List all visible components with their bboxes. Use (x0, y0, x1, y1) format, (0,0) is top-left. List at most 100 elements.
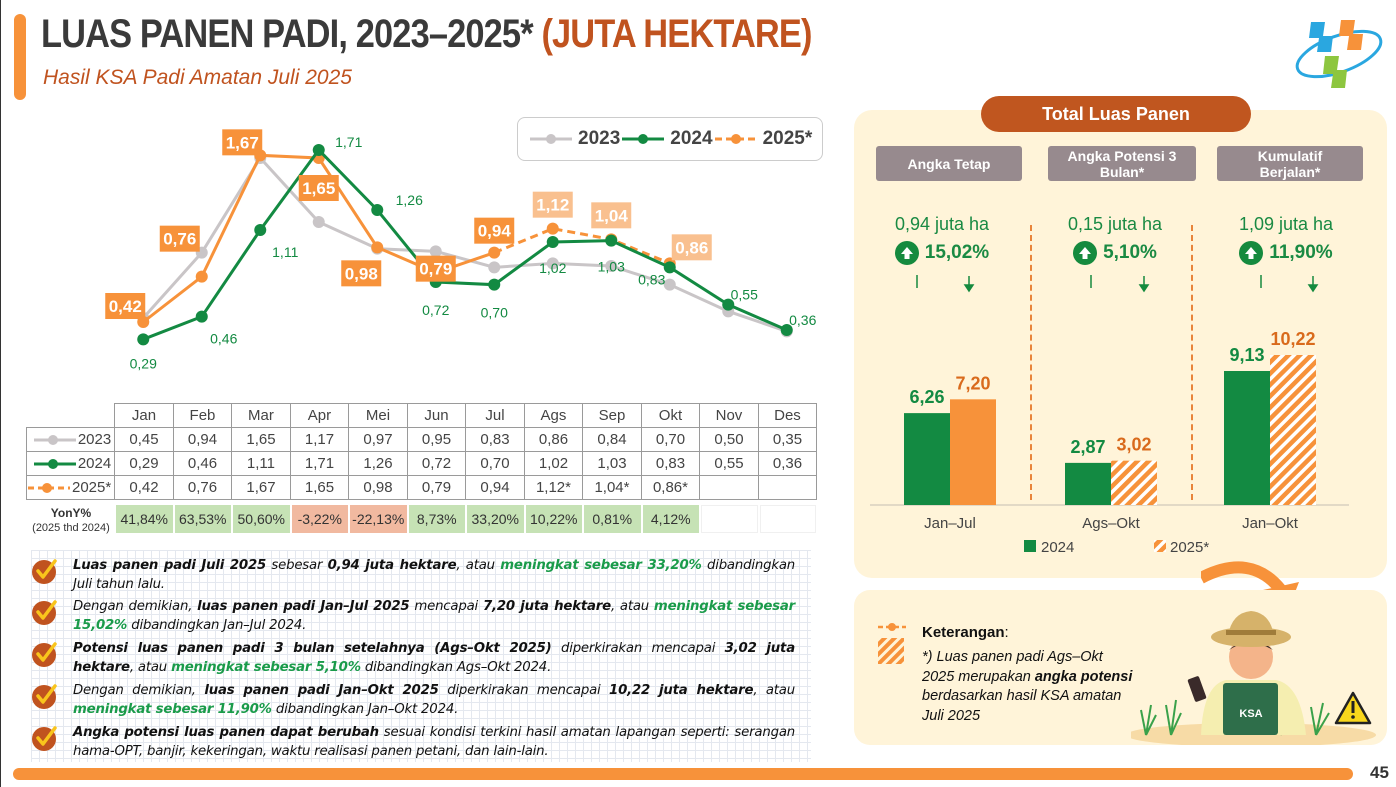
arrow-up-circle-icon (894, 241, 919, 265)
point-2024-Okt (663, 261, 676, 274)
bar-label-2024: 2,87 (1070, 437, 1105, 457)
footer-bar (13, 768, 1353, 780)
data-label-2024: 0,29 (130, 355, 157, 371)
col-head-angka-tetap: Angka Tetap (876, 146, 1022, 181)
text: diperkirakan mencapai (438, 683, 610, 698)
legend-2023: 2023 (528, 128, 620, 150)
month-header: Okt (640, 403, 701, 428)
stat-pct: 11,90% (1211, 241, 1361, 265)
bold-text: 10,22 juta hektare (609, 683, 754, 698)
note-text: *) Luas panen padi Ags–Okt 2025 merupaka… (922, 648, 1137, 726)
table-cell: 0,76 (172, 475, 233, 500)
row-legend-2023-icon (33, 435, 76, 446)
text: , atau (129, 660, 172, 675)
data-label-box-2025 (671, 234, 712, 261)
data-label-box-2025 (532, 191, 573, 218)
data-label-box-2025 (415, 255, 456, 282)
text: , atau (753, 683, 795, 698)
data-label-box-2025 (222, 129, 263, 156)
check-circle-icon (32, 559, 57, 584)
bullet-item: Angka potensi luas panen dapat berubah s… (31, 723, 811, 761)
table-cell: 0,70 (640, 427, 701, 452)
yoy-cell: 50,60% (233, 505, 290, 533)
note-text-bold: angka potensi (1034, 668, 1133, 685)
data-label-2025: 0,86 (675, 238, 708, 257)
dashed-line-icon (878, 623, 906, 631)
text: Dengan demikian, (73, 599, 198, 614)
page-title: LUAS PANEN PADI, 2023–2025* (JUTA HEKTAR… (41, 12, 812, 57)
arrow-up-circle-icon (1239, 241, 1264, 265)
table-corner (27, 404, 115, 428)
bar-2025-0 (950, 399, 996, 505)
line-2025-potential (493, 227, 671, 265)
text: sesuai kondisi terkini hasil amatan lapa… (73, 725, 795, 759)
page-subtitle: Hasil KSA Padi Amatan Juli 2025 (43, 66, 352, 89)
table-cell (757, 475, 818, 500)
yoy-row: 41,84% 63,53% 50,60% -3,22% -22,13% 8,73% 33,2… (116, 505, 816, 533)
series-2025 (137, 149, 676, 328)
row-label-text: 2025* (72, 479, 112, 496)
title-main: LUAS PANEN PADI, 2023–2025* (41, 12, 534, 56)
table-cell: 1,65 (231, 427, 291, 452)
bps-logo-icon (1295, 20, 1383, 88)
row-label: 2023 (25, 427, 116, 452)
bar-label-2024: 9,13 (1229, 345, 1264, 365)
yoy-cell: 41,84% (116, 505, 173, 533)
apron (1223, 683, 1278, 735)
data-label-2024: 0,72 (422, 302, 449, 318)
check-circle-icon (32, 684, 57, 709)
bar-label-2024: 6,26 (909, 387, 944, 407)
data-label-2025: 0,42 (109, 297, 142, 316)
bold-text: Luas panen padi Juli 2025 (73, 558, 267, 573)
bold-text: luas panen padi Jan–Jul 2025 (197, 599, 410, 614)
stat-juta: 0,94 juta ha (894, 214, 990, 234)
note-text-part: *) Luas panen padi Ags–Okt 2025 merupaka… (922, 649, 1103, 685)
table-cell: 0,70 (465, 451, 525, 476)
highlight-text: meningkat sebesar 33,20% (500, 558, 702, 573)
bullet-text: Dengan demikian, luas panen padi Jan–Jul… (73, 597, 795, 635)
title-unit: (JUTA HEKTARE) (541, 12, 812, 56)
point-2023-Apr (312, 216, 325, 228)
point-2024-Nov (722, 298, 735, 311)
data-label-2024: 0,70 (481, 305, 508, 321)
data-label-2025: 0,98 (345, 264, 378, 283)
month-header: Feb (172, 403, 233, 428)
monthly-data-table: Jan Feb Mar Apr Mei Jun Jul Ags Sep Okt … (25, 403, 818, 500)
bar-2024-1 (1065, 462, 1111, 505)
table-cell: 1,26 (348, 451, 408, 476)
table-cell: 1,67 (231, 475, 291, 500)
check-circle-icon (32, 600, 57, 625)
legend-2024: 2024 (620, 128, 713, 150)
row-legend-2024-icon (33, 459, 76, 470)
point-2024-Des (780, 324, 793, 336)
table-cell: 1,17 (289, 427, 350, 452)
data-label-2025: 0,79 (419, 260, 452, 279)
point-2024-Feb (195, 310, 208, 323)
bar-legend-2025-swatch (1154, 540, 1166, 552)
point-2024-Jul (488, 278, 501, 291)
bar-category-label: Ags–Okt (1082, 515, 1140, 532)
total-bar-chart: 6,26 7,20 Jan–Jul 2,87 3,02 Ags–Okt 9,13 10,22 J… (870, 329, 1349, 556)
panel-divider (1191, 225, 1193, 500)
note-text-part: berdasarkan hasil KSA amatan Juli 2025 (922, 688, 1122, 724)
legend-label-2024: 2024 (670, 128, 713, 149)
table-cell: 1,12* (523, 475, 584, 500)
table-cell: 0,55 (699, 451, 759, 476)
table-row: 2023 0,45 0,94 1,65 1,17 0,97 0,95 0,83 0,86 0,84… (25, 427, 818, 452)
data-label-2024: 1,03 (598, 259, 625, 275)
data-label-2024: 1,26 (396, 192, 423, 208)
bold-text: 0,94 juta hektare (327, 558, 457, 573)
month-header: Sep (582, 403, 642, 428)
data-label-box-2025 (105, 293, 146, 319)
bar-category-label: Jan–Okt (1242, 515, 1299, 532)
table-cell: 0,86 (523, 427, 584, 452)
row-label-text: 2024 (77, 455, 112, 472)
col-head-kumulatif: Kumulatif Berjalan* (1217, 146, 1363, 181)
table-cell: 0,45 (114, 427, 174, 452)
warning-icon (1334, 691, 1372, 725)
table-cell: 0,83 (640, 451, 701, 476)
text: diperkirakan mencapai (551, 641, 725, 656)
data-label-2024: 0,83 (638, 271, 665, 287)
data-label-2025: 0,94 (478, 222, 512, 241)
farmer-illustration: KSA (1131, 611, 1376, 745)
